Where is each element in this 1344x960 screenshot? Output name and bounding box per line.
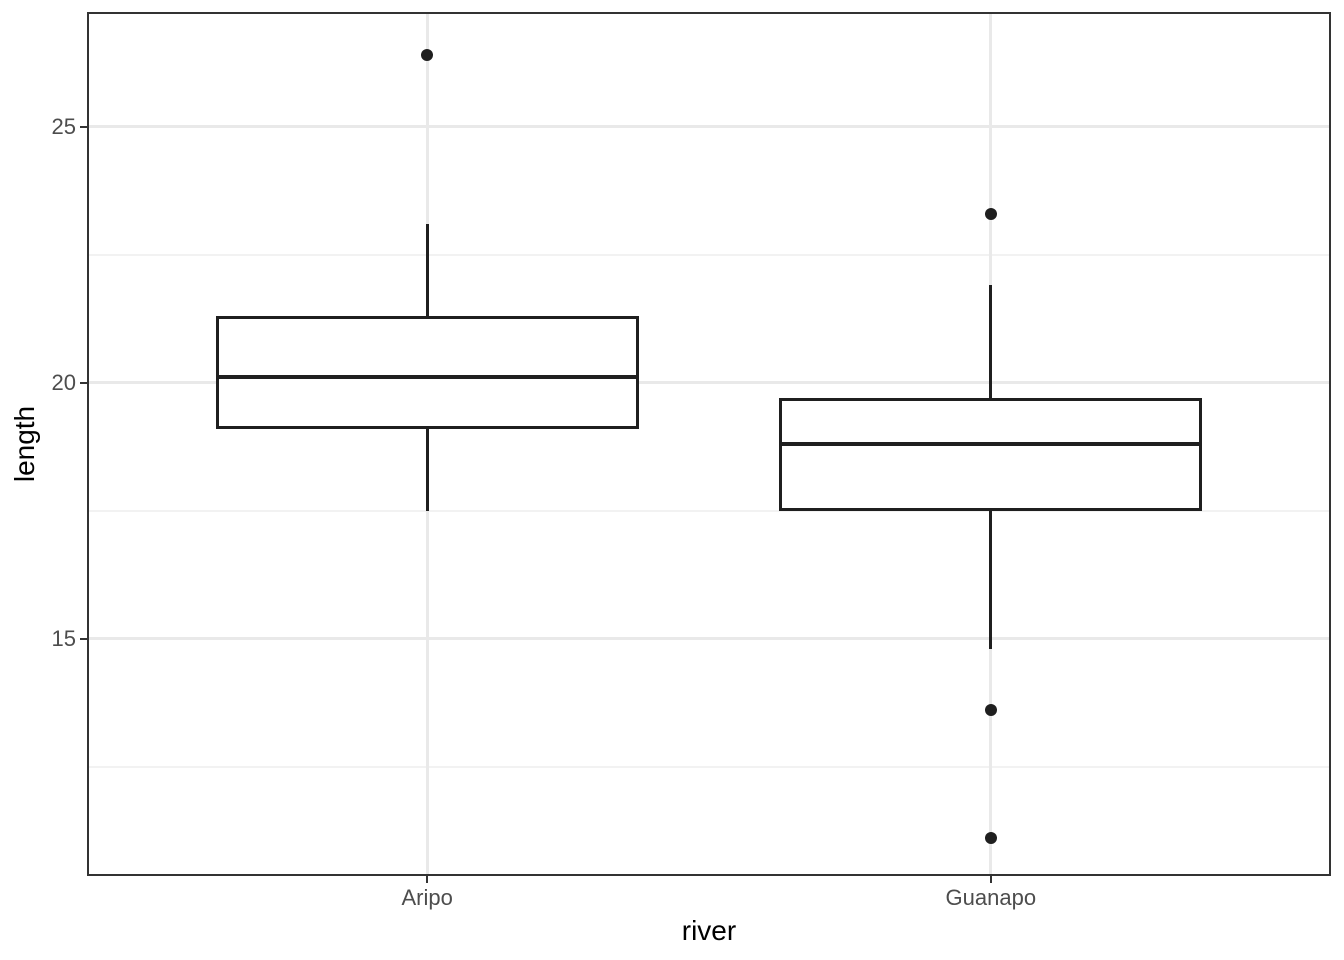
gridline-major-y <box>89 381 1329 385</box>
whisker-upper-aripo <box>425 223 429 317</box>
gridline-minor-y <box>89 509 1329 512</box>
whisker-lower-guanapo <box>989 510 993 649</box>
y-tick-mark <box>80 381 87 384</box>
whisker-lower-aripo <box>425 428 429 511</box>
box-aripo <box>215 316 639 429</box>
x-axis-title: river <box>681 915 737 946</box>
x-tick-mark <box>989 876 992 883</box>
outlier-dot-aripo <box>421 48 434 61</box>
gridline-minor-y <box>89 253 1329 256</box>
gridline-minor-y <box>89 765 1329 768</box>
y-tick-label: 20 <box>51 369 76 395</box>
x-tick-mark <box>426 876 429 883</box>
outlier-dot-guanapo <box>984 832 997 845</box>
box-guanapo <box>779 397 1203 511</box>
outlier-dot-guanapo <box>984 207 997 220</box>
median-aripo <box>218 375 636 380</box>
median-guanapo <box>782 442 1200 446</box>
y-tick-label: 25 <box>51 113 76 139</box>
gridline-major-y <box>89 637 1329 641</box>
gridline-major-y <box>89 125 1329 129</box>
whisker-upper-guanapo <box>989 285 993 398</box>
x-tick-label-aripo: Aripo <box>401 885 453 910</box>
y-tick-label: 15 <box>51 625 76 651</box>
outlier-dot-guanapo <box>984 704 997 717</box>
y-tick-mark <box>80 125 87 128</box>
y-tick-mark <box>80 637 87 640</box>
x-tick-label-guanapo: Guanapo <box>945 885 1037 910</box>
